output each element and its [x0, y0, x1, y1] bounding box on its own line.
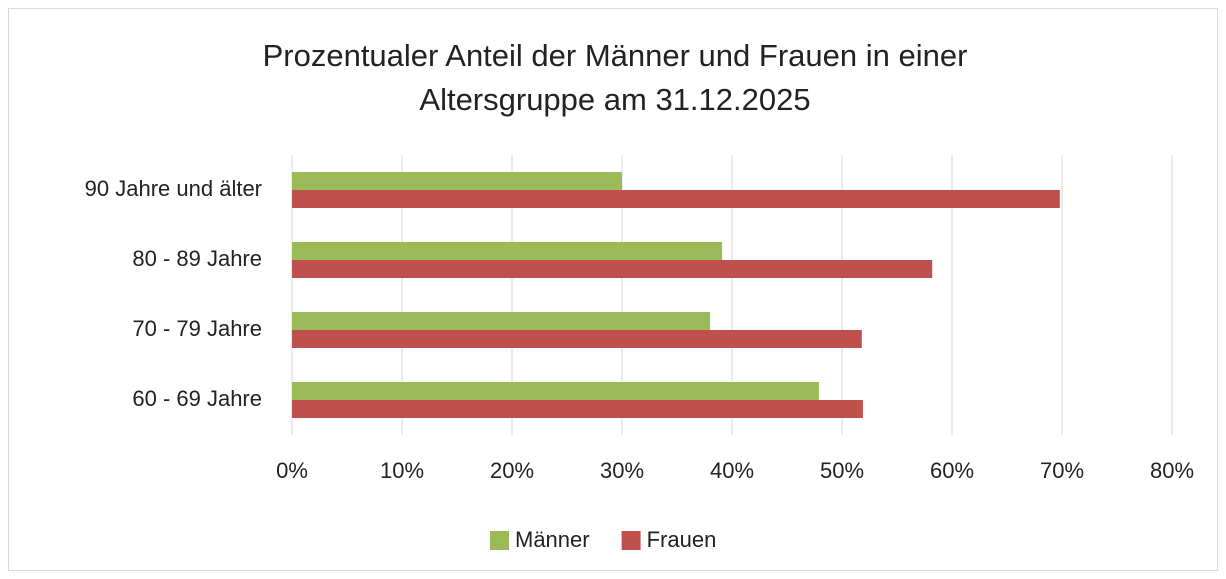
- y-tick-label: 60 - 69 Jahre: [132, 386, 262, 411]
- bar: [292, 400, 863, 418]
- bar: [292, 172, 622, 190]
- x-tick-label: 20%: [490, 458, 534, 483]
- bar: [292, 190, 1060, 208]
- legend-label: Frauen: [647, 527, 717, 552]
- y-tick-label: 90 Jahre und älter: [85, 176, 262, 201]
- legend-swatch: [490, 531, 509, 550]
- x-tick-label: 60%: [930, 458, 974, 483]
- x-tick-label: 10%: [380, 458, 424, 483]
- x-tick-label: 40%: [710, 458, 754, 483]
- chart-title: Prozentualer Anteil der Männer und Fraue…: [262, 38, 968, 117]
- bar: [292, 242, 723, 260]
- legend-swatch: [621, 531, 641, 550]
- chart-frame: [8, 8, 1218, 571]
- bar: [292, 312, 710, 330]
- y-tick-label: 80 - 89 Jahre: [132, 246, 262, 271]
- x-tick-label: 80%: [1150, 458, 1194, 483]
- x-tick-label: 30%: [600, 458, 644, 483]
- bar: [292, 382, 819, 400]
- legend-label: Männer: [515, 527, 590, 552]
- x-tick-label: 70%: [1040, 458, 1084, 483]
- bar: [292, 260, 933, 278]
- x-tick-label: 50%: [820, 458, 864, 483]
- x-tick-label: 0%: [276, 458, 308, 483]
- y-tick-label: 70 - 79 Jahre: [132, 316, 262, 341]
- bar: [292, 330, 862, 348]
